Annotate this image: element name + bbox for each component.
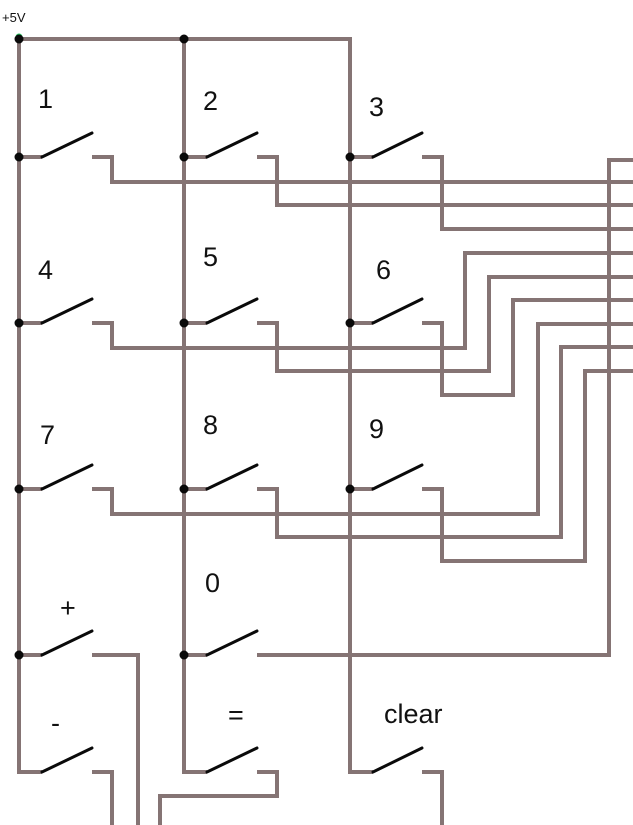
switch-blade-key-5 <box>205 297 259 325</box>
switch-blade-key-1 <box>40 131 94 159</box>
switch-blade-key-equals <box>205 746 259 774</box>
switch-input-stubs <box>19 155 373 657</box>
key-label-minus: - <box>51 708 60 738</box>
key-label-7: 7 <box>40 420 55 450</box>
switch-blade-key-4 <box>40 297 94 325</box>
key-labels: 1 2 3 4 5 6 7 8 9 + 0 - = clear <box>38 84 443 738</box>
output-wire-key-equals <box>158 770 279 825</box>
switch-blades <box>40 131 424 774</box>
junction-nodes <box>14 34 355 660</box>
switch-blade-key-3 <box>371 131 424 159</box>
junction-node <box>14 318 24 328</box>
switch-blade-key-8 <box>205 463 259 491</box>
key-label-8: 8 <box>203 410 218 440</box>
key-label-1: 1 <box>38 84 53 114</box>
key-label-plus: + <box>60 593 76 623</box>
supply-voltage-label: +5V <box>2 10 26 25</box>
key-label-3: 3 <box>369 92 384 122</box>
power-bus <box>17 37 373 774</box>
output-wire-key-0 <box>257 158 633 657</box>
key-label-4: 4 <box>38 255 53 285</box>
junction-node <box>345 318 355 328</box>
left-bus-wire <box>17 39 42 774</box>
output-wire-key-plus <box>92 653 140 825</box>
switch-blade-key-minus <box>40 746 94 774</box>
switch-blade-key-2 <box>205 131 259 159</box>
output-wire-key-3 <box>422 155 633 231</box>
output-wire-key-2 <box>257 155 633 207</box>
switch-blade-key-9 <box>371 463 424 491</box>
output-wire-key-minus <box>92 770 114 825</box>
key-label-0: 0 <box>205 568 220 598</box>
switch-blade-key-plus <box>40 629 94 657</box>
output-wire-key-8 <box>257 345 633 539</box>
junction-node <box>14 34 24 44</box>
junction-node <box>14 484 24 494</box>
switch-blade-key-0 <box>205 629 259 657</box>
key-label-clear: clear <box>384 699 443 729</box>
junction-node <box>14 152 24 162</box>
output-wire-key-7 <box>92 322 633 516</box>
output-wire-key-4 <box>92 251 633 350</box>
output-wire-key-clear <box>422 770 444 825</box>
key-label-2: 2 <box>203 86 218 116</box>
output-wires <box>92 155 633 825</box>
key-label-6: 6 <box>376 255 391 285</box>
junction-node <box>179 318 189 328</box>
key-label-5: 5 <box>203 242 218 272</box>
output-wire-key-6 <box>422 298 633 397</box>
junction-node <box>179 650 189 660</box>
right-bus-wire <box>348 157 373 774</box>
junction-node <box>179 152 189 162</box>
junction-node <box>179 34 189 44</box>
top-bus-wire <box>19 37 352 157</box>
output-wire-key-5 <box>257 275 633 373</box>
junction-node <box>345 152 355 162</box>
switch-blade-key-6 <box>371 297 424 325</box>
key-label-9: 9 <box>369 414 384 444</box>
middle-bus-wire <box>182 39 207 774</box>
output-wire-key-9 <box>422 369 633 563</box>
output-wire-key-1 <box>92 155 633 184</box>
switch-blade-key-7 <box>40 463 94 491</box>
switch-blade-key-clear <box>371 746 424 774</box>
junction-node <box>179 484 189 494</box>
junction-node <box>14 650 24 660</box>
junction-node <box>345 484 355 494</box>
key-label-equals: = <box>228 700 244 730</box>
